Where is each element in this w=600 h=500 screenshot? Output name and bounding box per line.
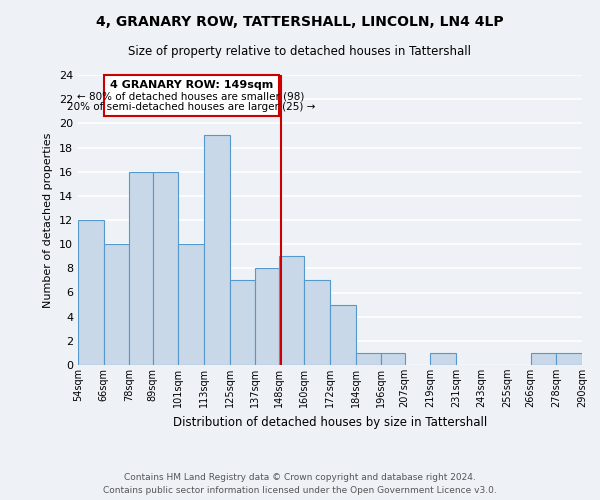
Bar <box>531 353 556 365</box>
Bar <box>230 280 255 365</box>
Bar <box>204 136 230 365</box>
FancyBboxPatch shape <box>104 75 279 116</box>
Bar <box>430 353 456 365</box>
Text: 4, GRANARY ROW, TATTERSHALL, LINCOLN, LN4 4LP: 4, GRANARY ROW, TATTERSHALL, LINCOLN, LN… <box>96 15 504 29</box>
Bar <box>153 172 178 365</box>
Text: 20% of semi-detached houses are larger (25) →: 20% of semi-detached houses are larger (… <box>67 102 316 112</box>
Bar <box>255 268 279 365</box>
Bar <box>304 280 330 365</box>
Text: Contains public sector information licensed under the Open Government Licence v3: Contains public sector information licen… <box>103 486 497 495</box>
Bar <box>556 353 582 365</box>
Bar <box>178 244 204 365</box>
Bar <box>356 353 381 365</box>
Text: ← 80% of detached houses are smaller (98): ← 80% of detached houses are smaller (98… <box>77 92 305 102</box>
Bar <box>78 220 104 365</box>
Bar <box>104 244 129 365</box>
Bar <box>330 304 356 365</box>
Bar <box>381 353 405 365</box>
X-axis label: Distribution of detached houses by size in Tattershall: Distribution of detached houses by size … <box>173 416 487 428</box>
Y-axis label: Number of detached properties: Number of detached properties <box>43 132 53 308</box>
Text: Size of property relative to detached houses in Tattershall: Size of property relative to detached ho… <box>128 45 472 58</box>
Bar <box>279 256 304 365</box>
Bar <box>129 172 153 365</box>
Text: Contains HM Land Registry data © Crown copyright and database right 2024.: Contains HM Land Registry data © Crown c… <box>124 472 476 482</box>
Text: 4 GRANARY ROW: 149sqm: 4 GRANARY ROW: 149sqm <box>110 80 273 90</box>
